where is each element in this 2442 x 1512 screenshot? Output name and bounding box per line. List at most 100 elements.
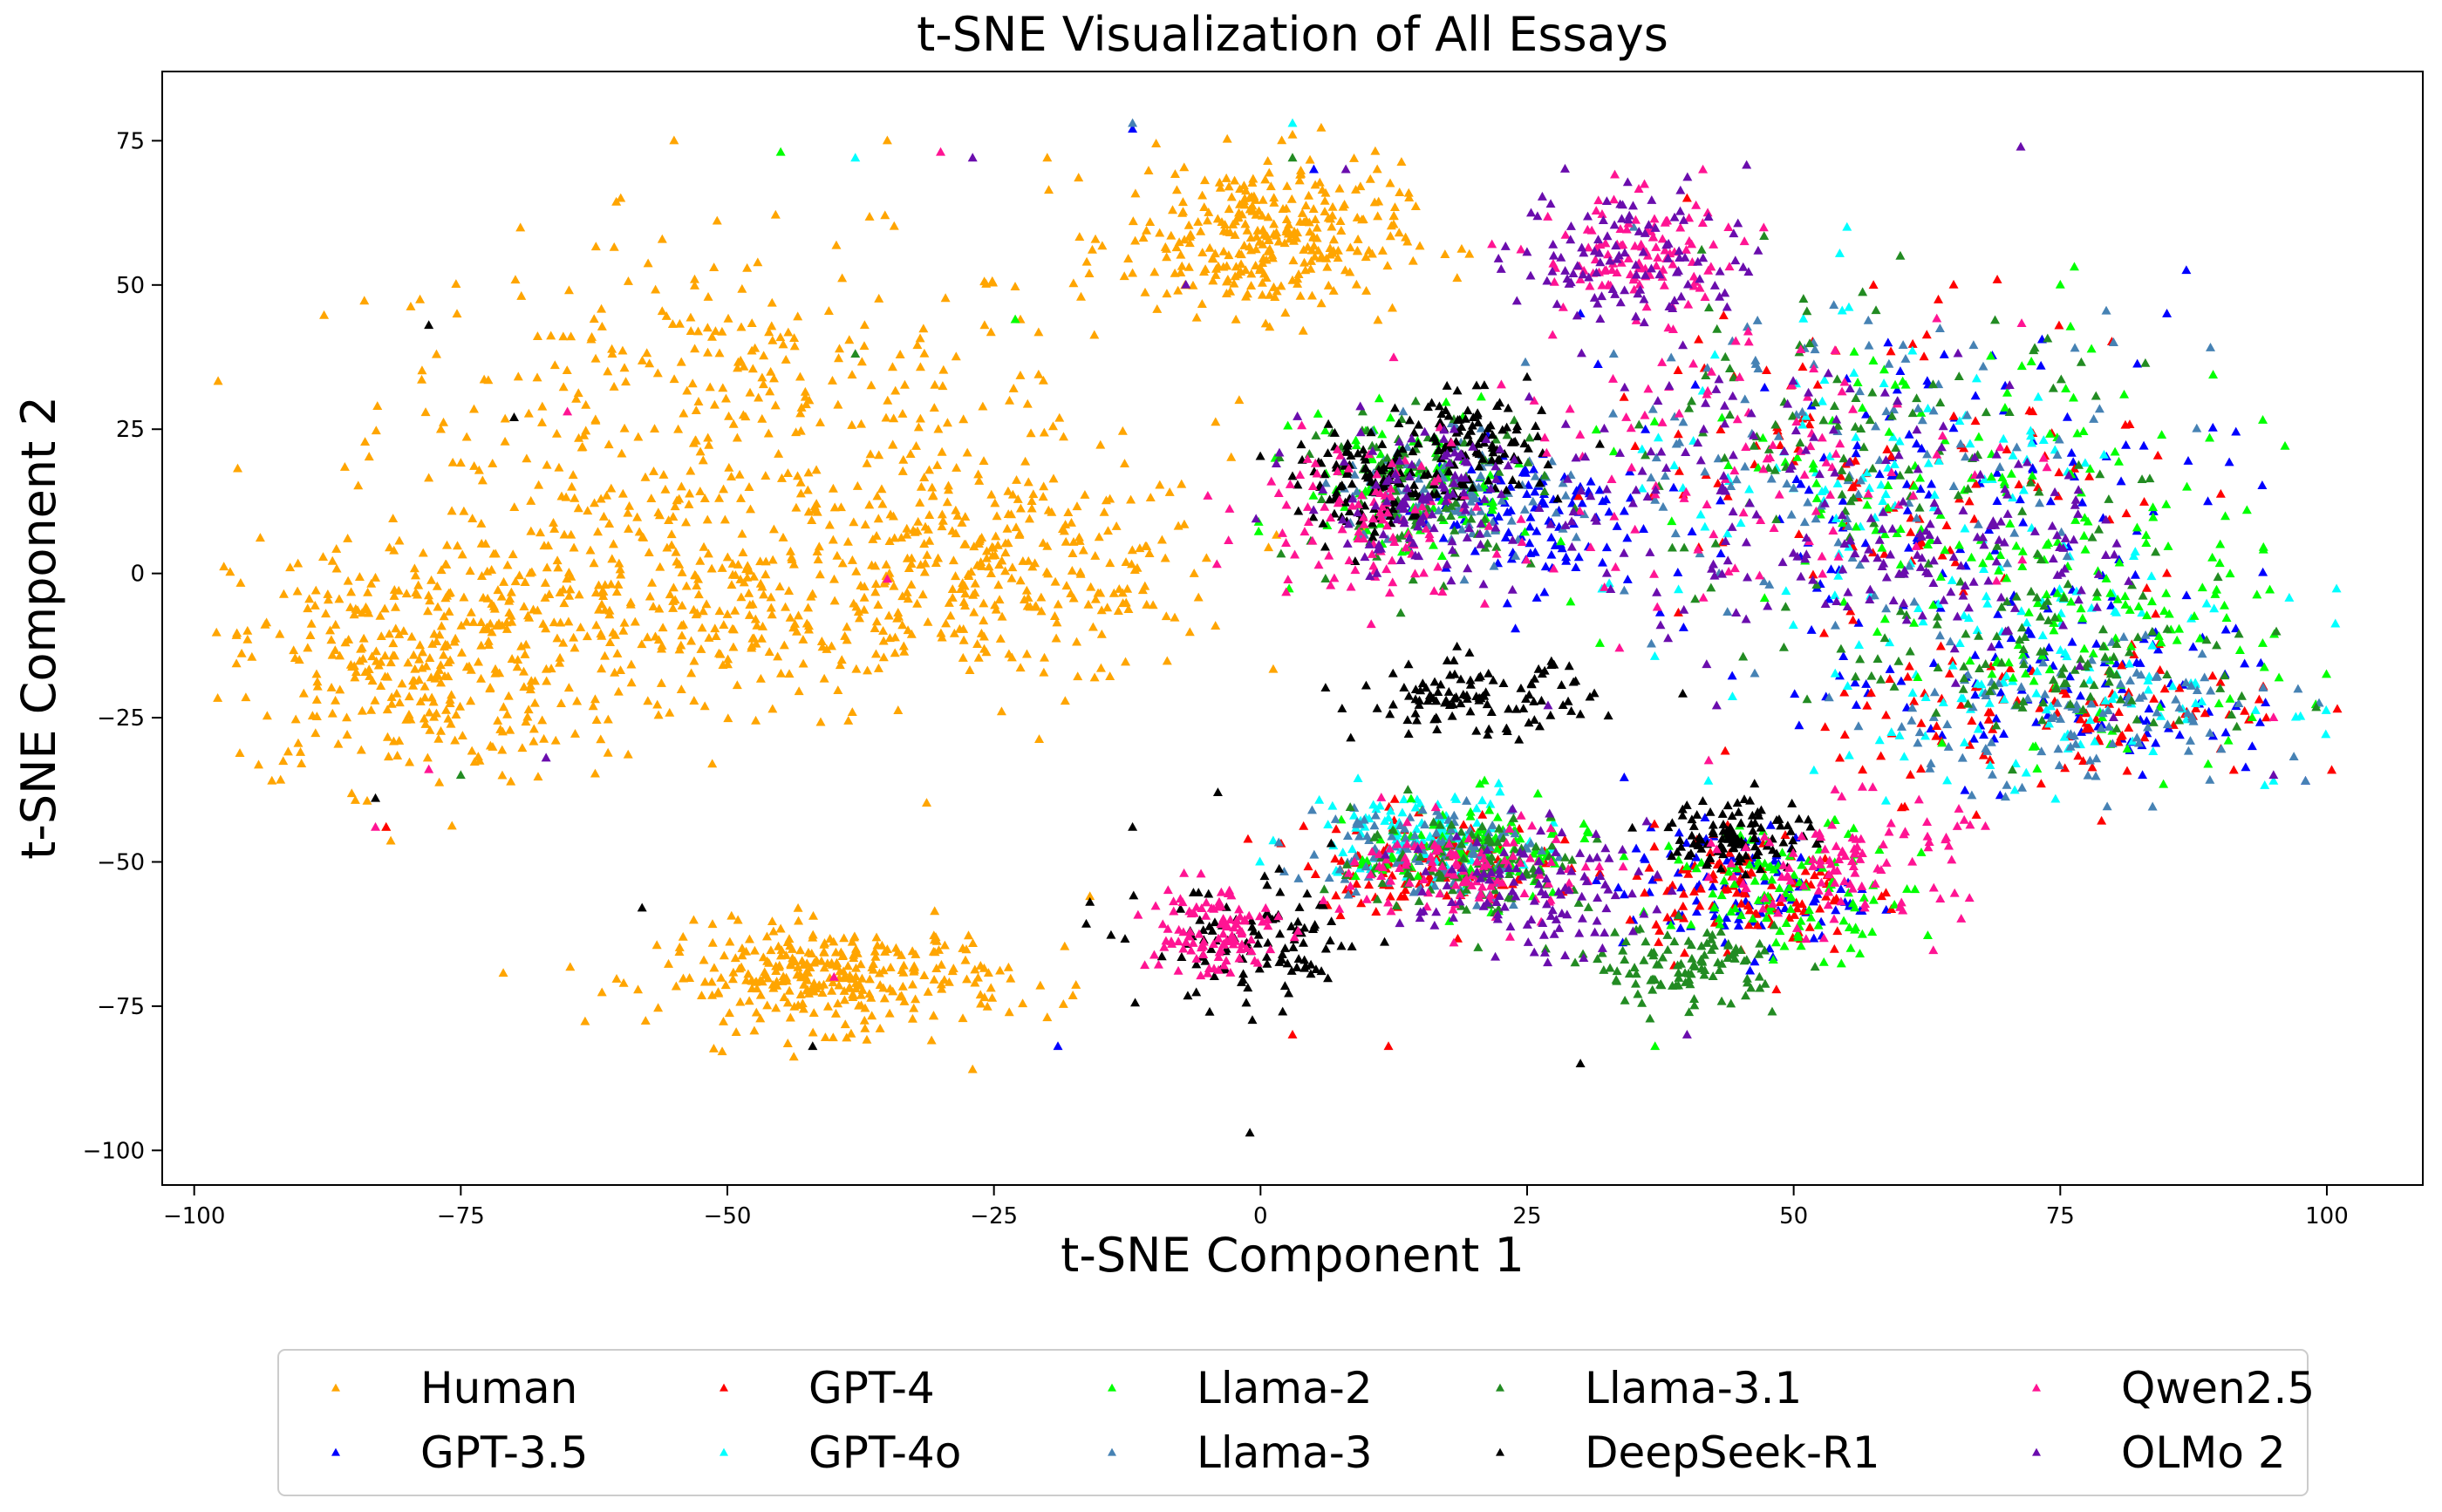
data-point	[1862, 500, 1872, 509]
data-point	[904, 563, 914, 573]
data-point	[1072, 501, 1082, 511]
data-point	[705, 382, 715, 392]
data-point	[803, 967, 814, 977]
data-point	[1876, 751, 1886, 760]
data-point	[2174, 623, 2185, 633]
data-point	[1323, 973, 1334, 983]
data-point	[1745, 965, 1756, 975]
data-point	[1088, 622, 1098, 631]
data-point	[923, 986, 933, 996]
data-point	[582, 631, 592, 641]
data-point	[1934, 455, 1944, 465]
data-point	[1528, 464, 1538, 473]
data-point	[1650, 1041, 1661, 1051]
data-point	[1302, 889, 1313, 898]
data-point	[523, 408, 534, 418]
data-point	[597, 664, 607, 673]
data-point	[1880, 888, 1891, 897]
data-point	[859, 592, 870, 602]
data-point	[1883, 462, 1893, 472]
data-point	[1933, 663, 1943, 672]
data-point	[1843, 521, 1853, 530]
data-point	[476, 519, 487, 528]
data-point	[1948, 481, 1959, 490]
data-point	[735, 493, 746, 502]
data-point	[2182, 481, 2193, 491]
data-point	[1316, 298, 1327, 308]
data-point	[1380, 936, 1390, 946]
data-point	[1981, 744, 1991, 753]
data-point	[2005, 519, 2016, 528]
data-point	[2008, 450, 2018, 460]
data-point	[2110, 606, 2120, 616]
data-point	[1038, 538, 1048, 548]
data-point	[596, 494, 606, 503]
data-point	[899, 646, 910, 656]
data-point	[1389, 202, 1400, 212]
data-point	[2220, 671, 2230, 680]
data-point	[2044, 664, 2055, 674]
data-point	[590, 414, 601, 424]
data-point	[1573, 491, 1584, 501]
data-point	[1524, 480, 1534, 489]
data-point	[1075, 567, 1086, 576]
data-point	[1447, 885, 1457, 895]
data-point	[919, 567, 930, 576]
data-point	[2007, 765, 2017, 774]
data-point	[1193, 217, 1204, 226]
data-point	[403, 657, 413, 667]
data-point	[929, 403, 939, 412]
data-point	[1519, 504, 1530, 514]
data-point	[2028, 464, 2038, 473]
data-point	[746, 504, 756, 514]
data-point	[2212, 584, 2222, 594]
data-point	[1024, 514, 1034, 523]
data-point	[2026, 357, 2036, 365]
data-point	[2076, 357, 2086, 366]
data-point	[2151, 609, 2161, 618]
data-point	[1853, 489, 1864, 499]
data-point	[1193, 888, 1204, 897]
data-point	[747, 643, 757, 652]
data-point	[590, 694, 600, 704]
data-point	[1779, 941, 1790, 950]
data-point	[1253, 526, 1264, 535]
data-point	[788, 953, 798, 963]
data-point	[2125, 675, 2135, 684]
data-point	[2258, 683, 2268, 692]
data-point	[1268, 282, 1279, 291]
data-point	[1327, 800, 1338, 810]
data-point	[1351, 879, 1361, 888]
data-point	[765, 386, 775, 396]
data-point	[1120, 934, 1130, 943]
data-point	[1654, 959, 1664, 969]
data-point	[1495, 787, 1505, 796]
data-point	[951, 351, 961, 361]
data-point	[885, 509, 896, 519]
data-point	[1804, 485, 1814, 494]
data-point	[883, 610, 894, 620]
data-point	[1796, 852, 1806, 862]
data-point	[505, 594, 515, 603]
data-point	[351, 603, 361, 613]
data-point	[1408, 575, 1418, 584]
data-point	[795, 477, 806, 487]
data-point	[1695, 883, 1706, 893]
data-point	[283, 746, 293, 756]
data-point	[461, 432, 472, 441]
data-point	[1497, 425, 1508, 434]
data-point	[1529, 715, 1539, 724]
data-point	[1838, 916, 1849, 925]
data-point	[672, 556, 682, 566]
data-point	[1909, 596, 1920, 606]
data-point	[380, 671, 391, 681]
data-point	[2069, 262, 2079, 271]
data-point	[1832, 926, 1843, 936]
data-point	[1764, 579, 1775, 589]
data-point	[1619, 506, 1629, 515]
data-point	[815, 569, 825, 579]
data-point	[668, 603, 679, 612]
data-point	[1646, 473, 1656, 482]
data-point	[885, 984, 896, 993]
data-point	[996, 706, 1006, 716]
